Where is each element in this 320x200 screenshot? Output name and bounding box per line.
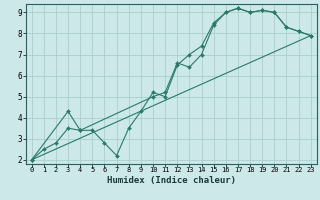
X-axis label: Humidex (Indice chaleur): Humidex (Indice chaleur) xyxy=(107,176,236,185)
